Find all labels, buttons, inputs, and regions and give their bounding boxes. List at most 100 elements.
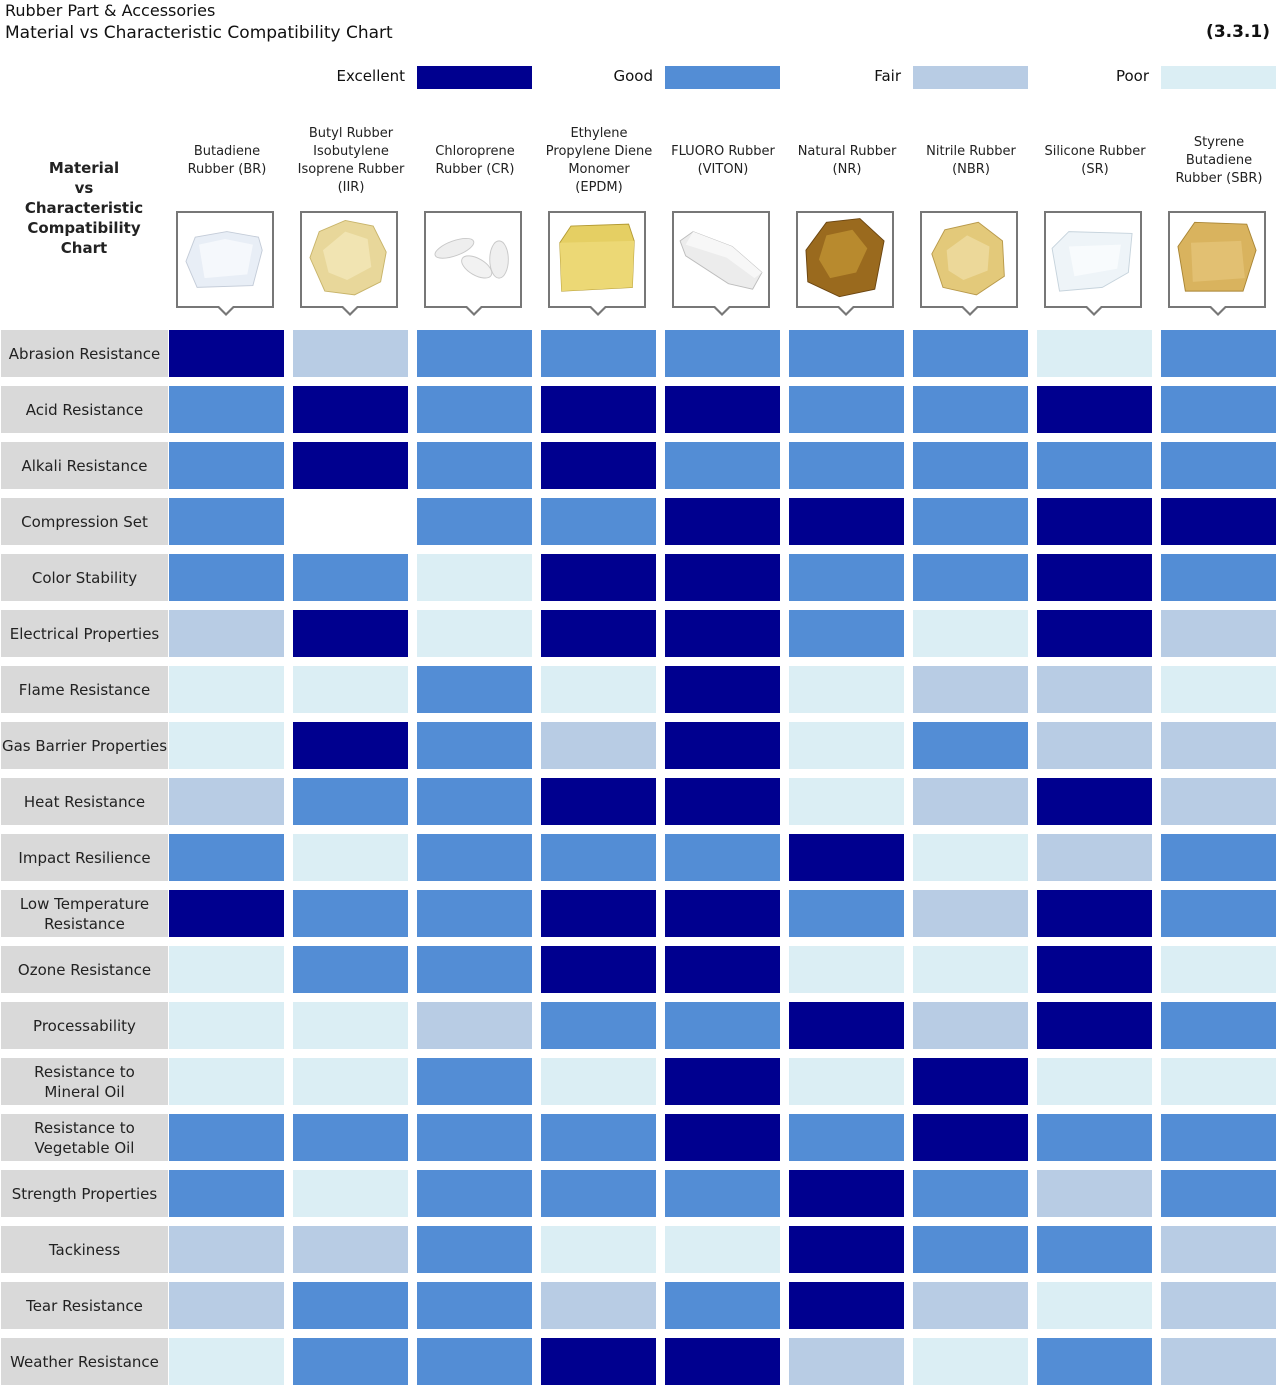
legend-label-poor: Poor [1115, 67, 1149, 85]
rating-cell-fair [1037, 722, 1152, 769]
rating-cell-good [1037, 442, 1152, 489]
rating-cell-fair [293, 330, 408, 377]
row-label-compression-set: Compression Set [1, 498, 168, 545]
row-label-tear-resistance: Tear Resistance [1, 1282, 168, 1329]
rating-cell-excellent [665, 666, 780, 713]
row-label-heat-resistance: Heat Resistance [1, 778, 168, 825]
material-header-epdm: Ethylene Propylene Diene Monomer (EPDM) [537, 116, 661, 206]
material-header-line: (EPDM) [575, 180, 623, 195]
corner-label-line: Material [48, 159, 120, 177]
rating-cell-fair [1037, 1170, 1152, 1217]
rating-cell-good [665, 442, 780, 489]
row-label-weather-resistance: Weather Resistance [1, 1338, 168, 1385]
rating-cell-good [541, 1002, 656, 1049]
rating-cell-fair [913, 1282, 1028, 1329]
rating-cell-poor [913, 834, 1028, 881]
rating-cell-good [417, 778, 532, 825]
rating-cell-excellent [541, 386, 656, 433]
material-header-line: Styrene [1193, 135, 1245, 150]
rating-cell-poor [169, 1058, 284, 1105]
row-label-gas-barrier-properties: Gas Barrier Properties [1, 722, 168, 769]
rating-cell-excellent [169, 330, 284, 377]
material-header-line: Ethylene [570, 126, 628, 141]
rating-cell-good [417, 1058, 532, 1105]
rating-cell-excellent [169, 890, 284, 937]
rating-cell-excellent [541, 1338, 656, 1385]
rating-cell-good [541, 1114, 656, 1161]
rating-cell-excellent [293, 722, 408, 769]
rating-cell-good [417, 834, 532, 881]
rating-cell-fair [1037, 666, 1152, 713]
rating-cell-fair [913, 666, 1028, 713]
rating-cell-good [1037, 1114, 1152, 1161]
rating-cell-good [417, 330, 532, 377]
row-label-flame-resistance: Flame Resistance [1, 666, 168, 713]
rating-cell-poor [169, 946, 284, 993]
rating-cell-poor [293, 1058, 408, 1105]
row-label-strength-properties: Strength Properties [1, 1170, 168, 1217]
rating-cell-poor [913, 1338, 1028, 1385]
rating-cell-good [417, 1114, 532, 1161]
rating-cell-fair [1161, 778, 1276, 825]
rating-cell-excellent [913, 1058, 1028, 1105]
rating-cell-good [417, 442, 532, 489]
rating-cell-good [1161, 386, 1276, 433]
rating-cell-fair [913, 890, 1028, 937]
rating-cell-good [789, 554, 904, 601]
legend-swatch-poor [1161, 66, 1276, 89]
material-header-viton: FLUORO Rubber (VITON) [661, 116, 785, 206]
rating-cell-poor [789, 946, 904, 993]
row-label-acid-resistance: Acid Resistance [1, 386, 168, 433]
material-header-rubber-cr: Chloroprene Rubber (CR) [413, 116, 537, 206]
rating-cell-good [293, 946, 408, 993]
rating-cell-poor [169, 666, 284, 713]
rating-cell-good [913, 554, 1028, 601]
rating-cell-excellent [1037, 386, 1152, 433]
row-label-electrical-properties: Electrical Properties [1, 610, 168, 657]
material-header-line: Rubber (BR) [187, 162, 267, 177]
rating-cell-good [293, 1338, 408, 1385]
material-header-rubber-sbr: Styrene Butadiene Rubber (SBR) [1157, 116, 1276, 206]
rating-cell-fair [1161, 722, 1276, 769]
rating-cell-fair [417, 1002, 532, 1049]
rating-cell-good [417, 890, 532, 937]
corner-label-line: vs [74, 179, 94, 197]
rating-cell-excellent [293, 610, 408, 657]
rating-cell-good [1161, 1114, 1276, 1161]
rating-cell-good [1161, 1170, 1276, 1217]
material-header-line: FLUORO Rubber [671, 144, 775, 159]
rating-cell-good [1161, 1002, 1276, 1049]
rating-cell-excellent [293, 442, 408, 489]
image-pointer-inner [343, 306, 357, 313]
material-header-line: (VITON) [697, 162, 749, 177]
material-header-iir: Butyl Rubber Isobutylene Isoprene Rubber (I… [289, 116, 413, 206]
rating-cell-excellent [541, 778, 656, 825]
rating-cell-excellent [541, 554, 656, 601]
rating-cell-good [417, 666, 532, 713]
rating-cell-good [293, 890, 408, 937]
row-label-line: Color Stability [31, 568, 138, 587]
material-header-line: Natural Rubber [797, 144, 897, 159]
rating-cell-fair [913, 778, 1028, 825]
rating-cell-excellent [1037, 946, 1152, 993]
rating-cell-good [169, 386, 284, 433]
rating-cell-good [913, 330, 1028, 377]
row-label-line: Compression Set [21, 512, 148, 531]
material-header-line: Butadiene [193, 144, 261, 159]
translucent-sheet-image [1044, 211, 1142, 308]
rating-cell-poor [293, 666, 408, 713]
rating-cell-poor [169, 1002, 284, 1049]
rating-cell-good [913, 722, 1028, 769]
corner-label-line: Compatibility [27, 219, 141, 237]
rating-cell-excellent [1037, 554, 1152, 601]
image-pointer-inner [1087, 306, 1101, 313]
rating-cell-poor [293, 834, 408, 881]
rating-cell-excellent [665, 498, 780, 545]
material-header-line: Silicone Rubber [1044, 144, 1146, 159]
clear-crystal-image [176, 211, 274, 308]
rating-cell-good [169, 554, 284, 601]
corner-label: Material vs Characteristic Compatibility Cha… [16, 158, 152, 258]
rating-cell-fair [169, 778, 284, 825]
rating-cell-fair [1161, 1338, 1276, 1385]
rating-cell-good [417, 1282, 532, 1329]
